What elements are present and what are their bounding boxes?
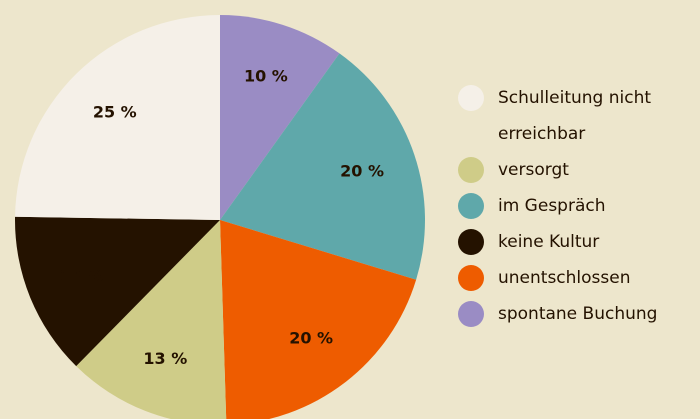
legend-item: versorgt [458,152,700,188]
data-label: 20 % [340,161,384,180]
legend: Schulleitung nicht erreichbar versorgt im … [458,80,700,332]
legend-label: im Gespräch [498,196,606,216]
pie-slice [76,220,227,419]
legend-item: spontane Buchung [458,296,700,332]
legend-item: keine Kultur [458,224,700,260]
data-label: 25 % [93,103,137,122]
legend-swatch [458,193,484,219]
legend-swatch [458,85,484,111]
pie-slice [220,15,340,220]
legend-swatch [458,301,484,327]
legend-item: Schulleitung nicht erreichbar [458,80,700,152]
pie-slice [220,220,417,419]
data-label: 13 % [59,266,103,285]
legend-label: Schulleitung nicht erreichbar [498,88,652,144]
legend-swatch [458,229,484,255]
legend-label: keine Kultur [498,232,600,252]
pie-slice [15,15,220,220]
pie-slice [220,53,425,280]
data-label: 20 % [289,329,333,348]
legend-item: im Gespräch [458,188,700,224]
legend-label: unentschlossen [498,268,631,288]
legend-item: unentschlossen [458,260,700,296]
pie-slice [15,216,221,367]
legend-swatch [458,157,484,183]
legend-swatch [458,265,484,291]
legend-label: versorgt [498,160,569,180]
legend-label: spontane Buchung [498,304,658,324]
data-label: 10 % [244,67,288,86]
data-label: 13 % [143,349,187,368]
